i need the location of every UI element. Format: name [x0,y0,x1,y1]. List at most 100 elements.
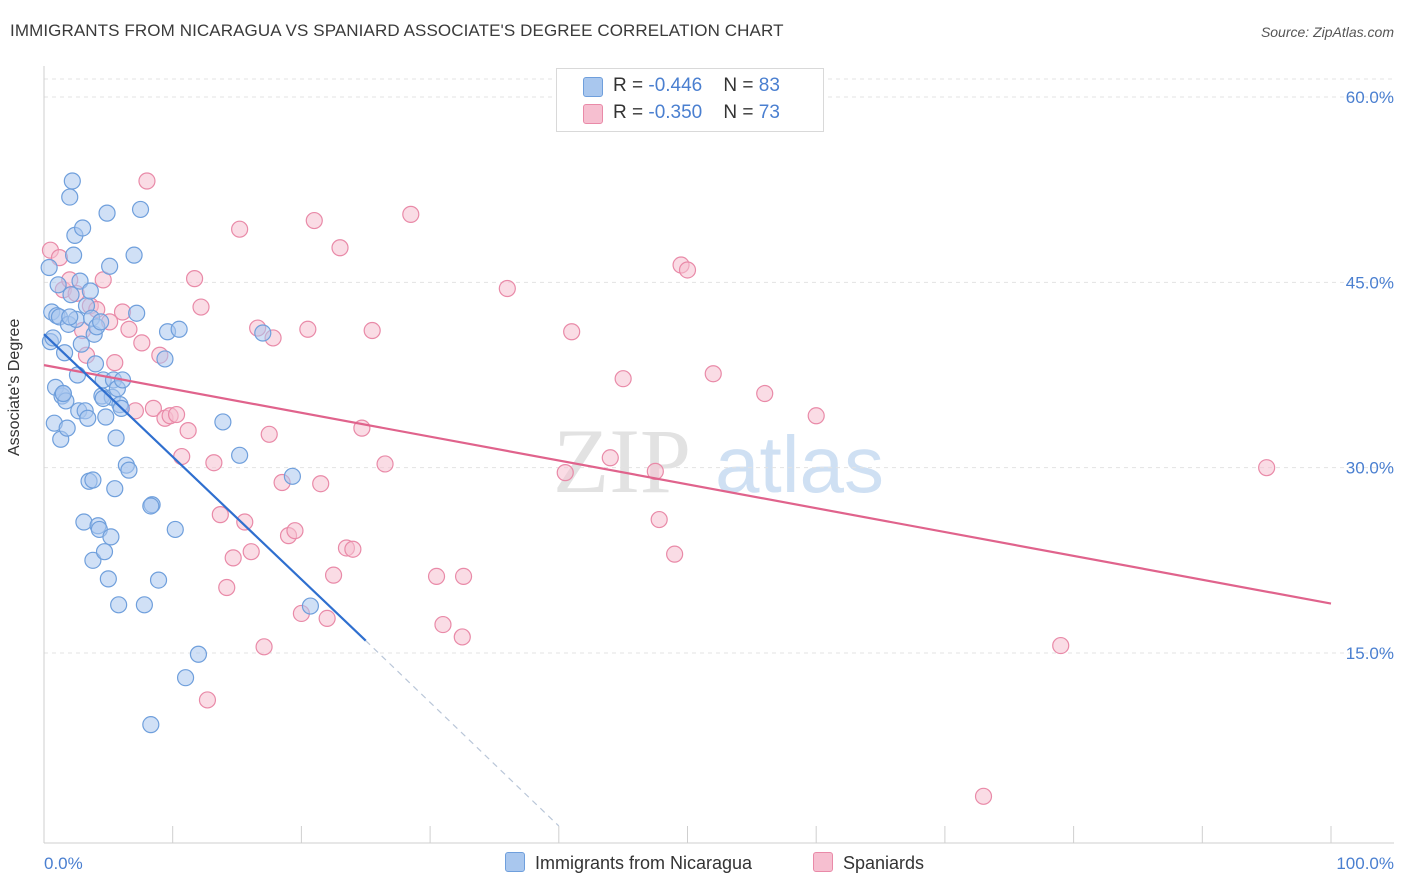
spaniards-point [363,321,381,340]
nicaragua-point [94,389,112,408]
gridlines [44,78,1394,654]
spaniards-point [242,543,260,561]
spaniards-point [231,220,249,238]
watermark-zip: ZIP [553,410,691,512]
spaniards-point [299,320,317,338]
spaniards-point [756,384,774,403]
spaniards-point [224,549,242,567]
spaniards-point [138,172,156,190]
spaniards-point [807,407,825,425]
y-tick-label: 45.0% [1346,273,1394,292]
nicaragua-point [97,408,115,426]
spaniards-point [305,211,323,230]
nicaragua-point [176,669,195,687]
nicaragua-point [44,329,62,347]
spaniards-point [427,567,446,585]
nicaragua-point [107,429,125,447]
spaniards-point [205,454,223,472]
spaniards-point [324,566,343,584]
legend-n-label: N = [723,75,759,96]
nicaragua-point [49,276,67,294]
bottom-legend-swatch-spaniards [813,852,833,872]
spaniards-point [120,320,138,338]
trend-lines [43,333,1332,827]
spaniards-point [614,370,632,388]
spaniards-point [344,540,362,558]
spaniards-point [312,475,330,493]
nicaragua-trend-line [43,333,367,642]
nicaragua-point [61,308,79,326]
spaniards-point [236,513,254,531]
y-tick-label: 60.0% [1346,88,1394,107]
nicaragua-point [98,204,116,222]
nicaragua-point [62,286,80,304]
legend-stats-nicaragua: R = -0.446 N = 83 [613,75,780,97]
spaniards-point [704,365,722,383]
axes [43,66,1394,844]
nicaragua-point [283,467,301,485]
spaniards-point [974,787,993,805]
spaniards-point [113,303,132,321]
nicaragua-point [231,446,249,464]
spaniards-point [1052,636,1070,655]
spaniards-point [453,628,471,646]
nicaragua-point [81,282,99,300]
nicaragua-point [101,257,119,275]
spaniards-point [678,261,697,279]
nicaragua-point [65,246,83,264]
bottom-legend-nicaragua: Immigrants from Nicaragua [505,852,752,874]
nicaragua-point [92,313,110,331]
nicaragua-point [40,258,58,277]
legend-swatch-nicaragua [583,77,603,97]
nicaragua-point [84,471,102,489]
nicaragua-point [71,272,89,290]
legend-stats-spaniards: R = -0.350 N = 73 [613,102,780,124]
legend-n-label: N = [723,102,759,123]
nicaragua-point [189,645,208,663]
nicaragua-point [86,355,105,373]
nicaragua-point [72,335,90,353]
spaniards-point [286,522,304,540]
nicaragua-point [79,409,97,427]
nicaragua-point [84,551,102,569]
nicaragua-point [135,596,153,614]
spaniards-trend-line [43,364,1332,605]
spaniards-point [198,691,217,709]
spaniards-point [255,638,273,656]
legend-swatch-spaniards [583,104,603,124]
spaniards-point [318,609,336,628]
spaniards-point [498,279,516,298]
correlation-legend: R = -0.446 N = 83 R = -0.350 N = 73 [556,68,824,132]
nicaragua-point [142,716,160,734]
bottom-legend-swatch-nicaragua [505,852,525,872]
x-tick-label: 100.0% [1336,854,1394,873]
nicaragua-point [254,324,272,342]
legend-n-value: 83 [758,75,780,96]
spaniards-point [601,449,619,467]
nicaragua-point [170,320,188,338]
spaniards-point [179,422,197,440]
nicaragua-point [301,597,320,615]
x-tick-labels: 0.0% 100.0% [44,854,1394,873]
spaniards-point [454,567,473,585]
nicaragua-point [110,596,128,614]
nicaragua-point [166,520,184,539]
spaniards-point [144,399,162,417]
spaniards-points [41,172,1276,805]
nicaragua-trend-extension [365,640,560,827]
nicaragua-point [74,219,92,237]
nicaragua-point [125,246,143,264]
nicaragua-point [99,570,117,588]
spaniards-point [260,425,278,443]
spaniards-point [218,578,236,597]
nicaragua-point [149,571,168,589]
nicaragua-point [61,188,79,206]
legend-r-value: -0.350 [648,102,703,123]
bottom-legend-label-nicaragua: Immigrants from Nicaragua [535,853,753,873]
nicaragua-point [156,350,174,368]
nicaragua-point [214,413,232,431]
nicaragua-point [58,419,76,437]
spaniards-point [192,298,210,316]
spaniards-point [185,270,204,288]
